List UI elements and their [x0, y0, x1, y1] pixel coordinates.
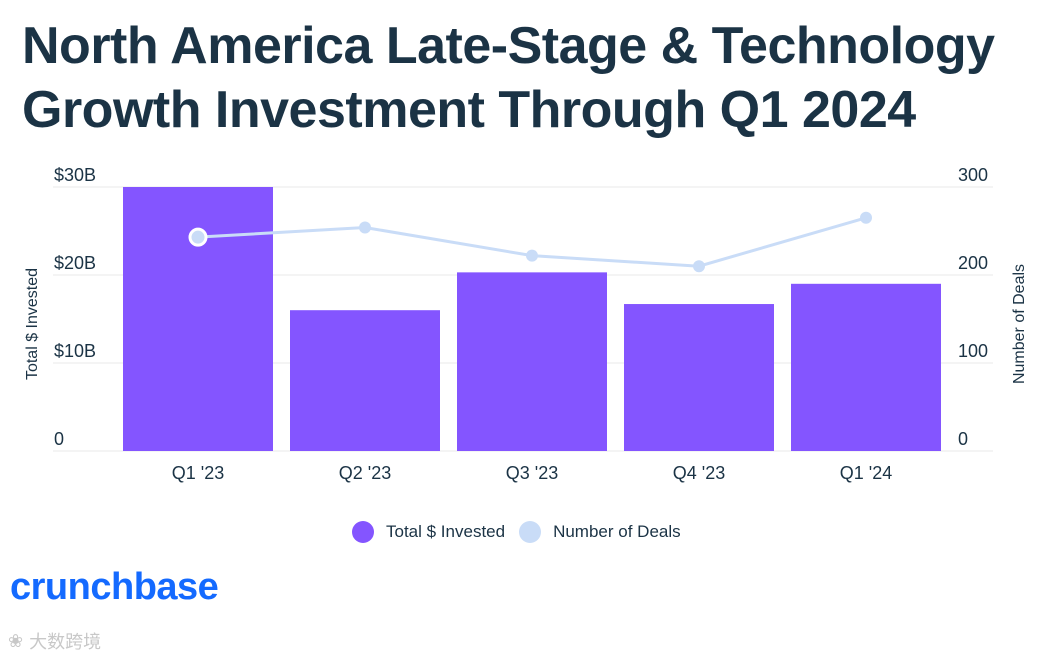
- y-right-tick-label: 0: [958, 429, 968, 449]
- y-left-tick-label: $10B: [54, 341, 96, 361]
- legend-swatch-deals: [519, 521, 542, 543]
- combo-chart: 0 $10B $20B $30B 0 100 200 300 Q1 '23 Q2 '23 Q3 '2…: [24, 165, 1028, 483]
- y-right-tick-label: 300: [958, 165, 988, 185]
- x-tick-label: Q3 '23: [506, 463, 558, 483]
- legend: Total $ Invested Number of Deals: [352, 520, 695, 544]
- bar: [457, 272, 607, 451]
- legend-label-deals: Number of Deals: [553, 522, 681, 541]
- x-tick-label: Q4 '23: [673, 463, 725, 483]
- y-right-tick-label: 200: [958, 253, 988, 273]
- watermark-icon: ❀: [8, 630, 24, 651]
- legend-item-deals[interactable]: Number of Deals: [519, 521, 681, 543]
- bar: [791, 283, 941, 451]
- bar-series: [123, 187, 941, 451]
- chart-title-line2: Growth Investment Through Q1 2024: [22, 81, 916, 139]
- bar: [123, 187, 273, 451]
- bar: [624, 304, 774, 451]
- line-series: [188, 211, 872, 273]
- y-right-tick-label: 100: [958, 341, 988, 361]
- y-left-tick-label: $20B: [54, 253, 96, 273]
- watermark-text: 大数跨境: [29, 632, 102, 652]
- deals-point: [526, 249, 538, 262]
- watermark: ❀ 大数跨境: [8, 628, 101, 654]
- bar: [290, 310, 440, 451]
- deals-point: [693, 260, 705, 273]
- x-tick-label: Q1 '24: [840, 463, 892, 483]
- chart-title: North America Late-Stage & Technology Gr…: [22, 14, 1032, 142]
- legend-swatch-invested: [352, 521, 374, 543]
- deals-point: [359, 221, 371, 234]
- legend-item-invested[interactable]: Total $ Invested: [352, 521, 505, 543]
- y-right-axis-title: Number of Deals: [1011, 264, 1028, 384]
- brand-logo: crunchbase: [10, 566, 219, 608]
- y-left-tick-label: 0: [54, 429, 64, 449]
- chart-title-line1: North America Late-Stage & Technology: [22, 17, 995, 75]
- legend-label-invested: Total $ Invested: [386, 522, 506, 541]
- deals-point: [188, 227, 208, 247]
- axes: 0 $10B $20B $30B 0 100 200 300 Q1 '23 Q2 '23 Q3 '2…: [24, 165, 1028, 483]
- x-tick-label: Q2 '23: [339, 463, 391, 483]
- y-left-tick-label: $30B: [54, 165, 96, 185]
- x-tick-label: Q1 '23: [172, 463, 224, 483]
- y-left-axis-title: Total $ Invested: [24, 268, 41, 380]
- deals-point: [860, 211, 872, 224]
